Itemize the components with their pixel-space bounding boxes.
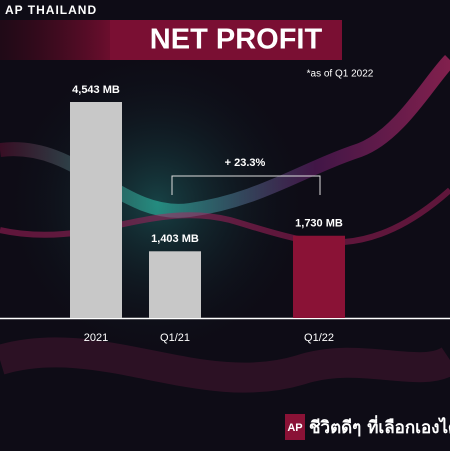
bar [293, 235, 345, 318]
x-tick-label: Q1/21 [160, 332, 190, 344]
logo-box [285, 414, 305, 440]
bar [149, 251, 201, 318]
bracket [171, 175, 321, 195]
x-tick-label: 2021 [84, 332, 108, 344]
x-tick-label: Q1/22 [304, 332, 334, 344]
slogan: ชีวิตดีๆ ที่เลือกเองได้ [309, 415, 450, 438]
subtitle: *as of Q1 2022 [307, 69, 374, 80]
annotation: + 23.3% [225, 157, 266, 169]
value-label: 1,730 MB [295, 218, 343, 230]
bar [70, 102, 122, 318]
chart-title: NET PROFIT [150, 24, 323, 56]
value-label: 1,403 MB [151, 233, 199, 245]
value-label: 4,543 MB [72, 84, 120, 96]
logo: AP [287, 422, 302, 434]
title-banner [110, 20, 342, 60]
title-ribbon [0, 20, 112, 60]
wave [0, 337, 450, 393]
brand: AP THAILAND [5, 3, 97, 17]
